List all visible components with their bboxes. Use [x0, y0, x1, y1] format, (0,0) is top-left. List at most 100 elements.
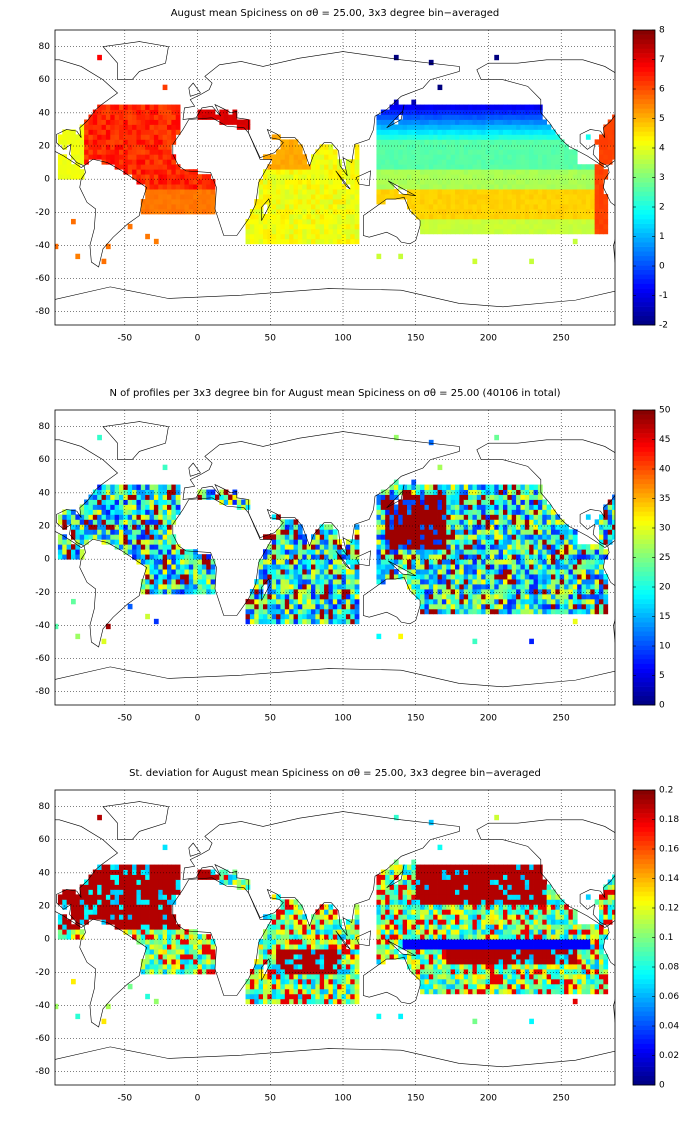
- cell: [603, 539, 609, 545]
- cell: [468, 588, 473, 595]
- cell: [585, 228, 591, 235]
- cell: [433, 544, 438, 550]
- cell: [424, 524, 430, 530]
- cell: [337, 593, 342, 600]
- cell: [284, 524, 290, 530]
- cell: [345, 559, 351, 565]
- cell: [420, 549, 425, 555]
- cell: [293, 238, 299, 245]
- cell: [153, 929, 159, 935]
- cell: [88, 534, 94, 540]
- cell: [140, 164, 146, 170]
- cell: [503, 484, 508, 490]
- cell: [503, 144, 508, 150]
- cell: [511, 154, 517, 160]
- cell: [424, 584, 430, 590]
- cell: [572, 154, 578, 160]
- colorbar-segment: [633, 663, 655, 669]
- cell: [180, 174, 185, 180]
- cell: [494, 549, 500, 555]
- colorbar-segment: [633, 617, 655, 623]
- cell: [315, 208, 321, 215]
- cell: [75, 534, 81, 540]
- cell: [433, 499, 438, 505]
- cell: [503, 514, 508, 520]
- cell: [446, 584, 452, 590]
- cell: [79, 139, 85, 145]
- cell: [319, 613, 325, 620]
- cell: [258, 199, 264, 205]
- cell: [380, 124, 386, 130]
- cell: [568, 184, 574, 190]
- cell: [428, 159, 434, 165]
- cell: [158, 129, 164, 135]
- cell: [516, 484, 521, 490]
- cell: [507, 584, 513, 590]
- cell: [420, 144, 425, 150]
- cell: [503, 119, 508, 125]
- cell: [306, 559, 312, 565]
- cell: [463, 208, 469, 215]
- cell: [332, 588, 338, 595]
- cell: [529, 258, 534, 265]
- cell: [389, 494, 395, 500]
- cell: [319, 233, 325, 240]
- cell: [472, 129, 478, 135]
- cell: [398, 554, 404, 560]
- cell: [468, 524, 473, 530]
- cell: [302, 228, 308, 235]
- cell: [607, 534, 613, 540]
- cell: [84, 899, 89, 905]
- cell: [599, 514, 604, 520]
- cell: [380, 539, 386, 545]
- cell: [559, 579, 565, 585]
- cell: [319, 154, 325, 160]
- cell: [402, 529, 408, 535]
- cell: [415, 199, 421, 205]
- cell: [123, 529, 129, 535]
- cell: [481, 579, 486, 585]
- cell: [402, 179, 408, 185]
- cell: [271, 218, 277, 225]
- cell: [433, 144, 438, 150]
- cell: [433, 114, 438, 120]
- cell: [503, 149, 508, 155]
- cell: [537, 174, 543, 180]
- cell: [511, 124, 517, 130]
- colorbar-segment: [633, 242, 655, 247]
- cell: [581, 184, 587, 190]
- cell: [507, 559, 513, 565]
- cell: [319, 579, 325, 585]
- cell: [472, 574, 478, 580]
- cell: [293, 608, 299, 615]
- cell: [516, 514, 521, 520]
- cell: [472, 489, 478, 495]
- cell: [332, 179, 338, 185]
- cell: [140, 149, 146, 155]
- cell: [153, 504, 159, 510]
- cell: [437, 499, 443, 505]
- coastline: [387, 560, 416, 577]
- cell: [101, 864, 107, 870]
- cell: [140, 109, 146, 115]
- cell: [188, 554, 194, 560]
- cell: [542, 213, 548, 220]
- cell: [171, 574, 177, 580]
- cell: [149, 139, 155, 145]
- cell: [175, 489, 181, 495]
- cell: [559, 593, 565, 600]
- cell: [529, 554, 534, 560]
- cell: [415, 149, 421, 155]
- cell: [489, 204, 495, 210]
- cell: [311, 174, 316, 180]
- cell: [524, 544, 530, 550]
- cell: [319, 524, 325, 530]
- cell: [402, 489, 408, 495]
- cell: [459, 489, 465, 495]
- cell: [411, 494, 417, 500]
- cell: [546, 213, 552, 220]
- cell: [140, 484, 146, 490]
- cell: [140, 899, 146, 905]
- cell: [315, 579, 321, 585]
- cell: [162, 569, 168, 575]
